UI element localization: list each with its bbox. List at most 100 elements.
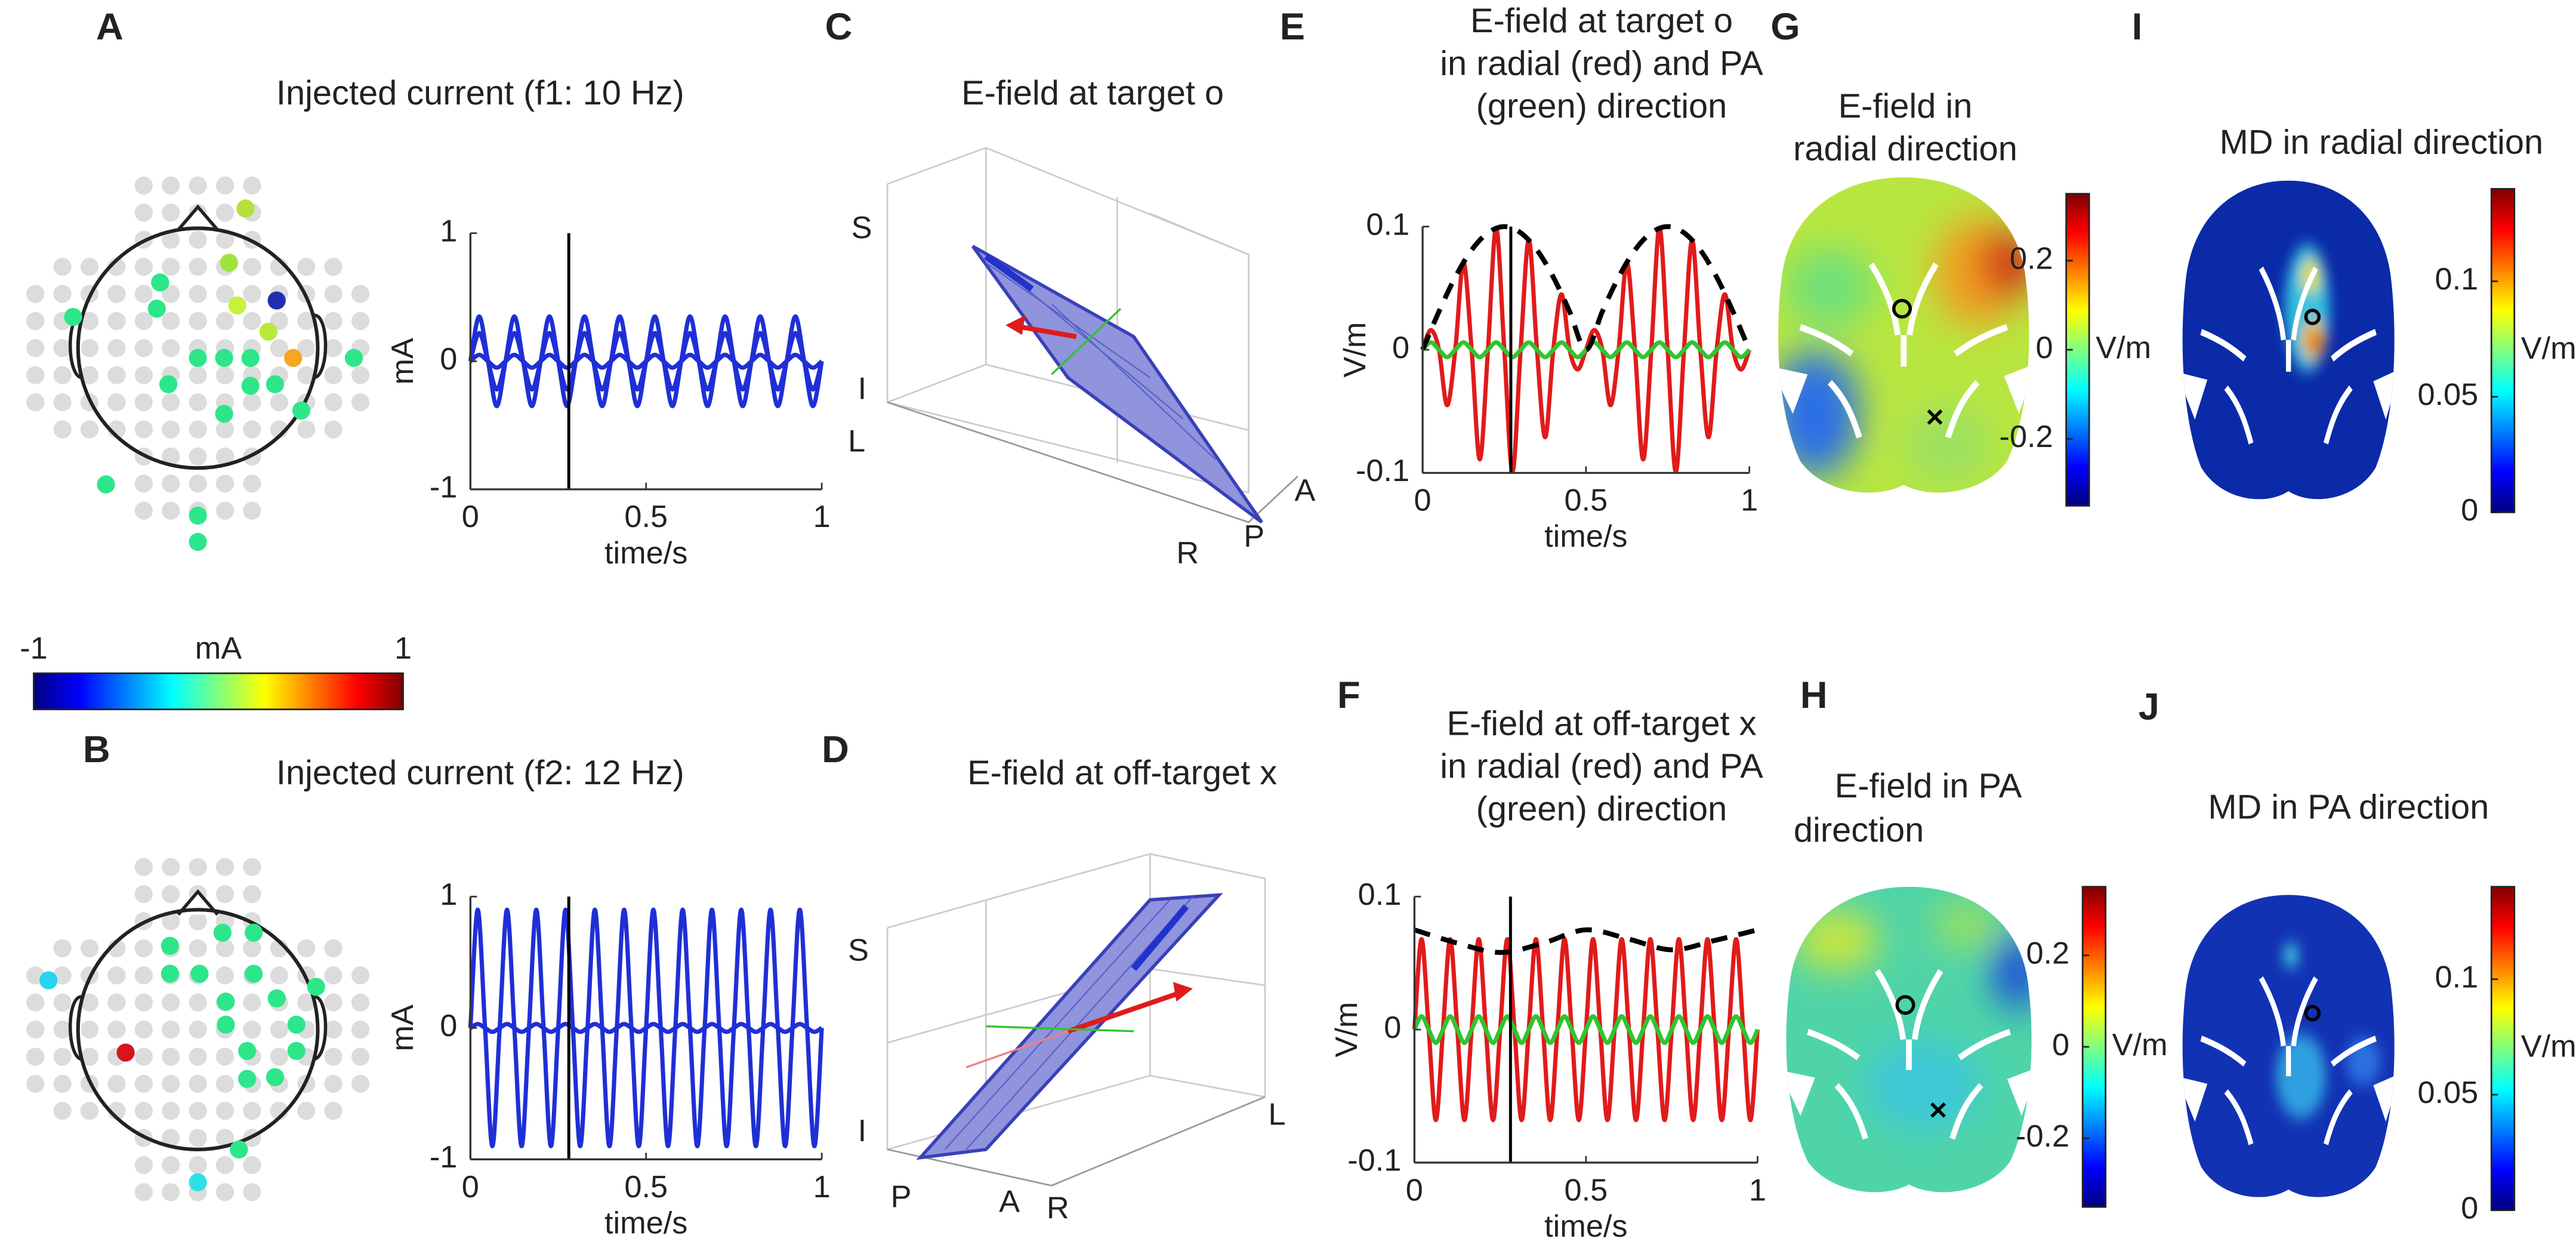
y-axis-label: V/m <box>1329 1002 1364 1058</box>
electrode <box>266 375 285 393</box>
electrode <box>324 993 343 1012</box>
electrode <box>162 230 180 249</box>
electrode <box>159 375 178 393</box>
electrode <box>64 307 82 326</box>
electrode <box>215 501 235 520</box>
electrode <box>53 393 72 412</box>
electrode <box>162 912 180 930</box>
electrode <box>189 474 207 493</box>
electrode <box>297 939 316 958</box>
electrode <box>243 420 261 439</box>
colorbar-unit: V/m <box>2521 1030 2576 1064</box>
electrode <box>215 176 235 195</box>
electrode <box>107 339 126 358</box>
electrode <box>243 257 261 276</box>
chart-title: in radial (red) and PA <box>1440 747 1763 785</box>
axis-label: R <box>1176 536 1199 571</box>
chart-title: in radial (red) and PA <box>1440 44 1763 82</box>
electrode <box>134 312 153 331</box>
axis-label: L <box>848 424 865 459</box>
electrode <box>189 349 207 367</box>
electrode <box>241 377 260 395</box>
panel-labels: A B C D E F G H I J <box>83 6 2159 771</box>
electrode <box>26 1020 45 1039</box>
electrode <box>189 176 207 195</box>
axis-label: S <box>848 933 869 968</box>
x-axis-label: time/s <box>604 536 687 571</box>
electrode <box>116 1043 135 1062</box>
electrode <box>189 1155 207 1175</box>
electrode <box>162 257 180 276</box>
head-plot <box>26 858 370 1201</box>
electrode <box>161 964 179 983</box>
electrode <box>162 1020 180 1039</box>
electrode <box>80 1020 99 1039</box>
x-axis-label: time/s <box>1544 519 1627 554</box>
x-tick-label: 0 <box>462 1170 479 1204</box>
electrode <box>162 885 180 904</box>
colorbar-tick-label: 0 <box>2036 331 2053 365</box>
vector-3d-plot: S I L A P R <box>848 147 1316 571</box>
panel-label: A <box>96 6 124 48</box>
panel-label: E <box>1280 6 1305 48</box>
electrode <box>215 420 235 439</box>
electrode <box>297 420 316 439</box>
electrode <box>80 1047 99 1066</box>
y-tick-label: -1 <box>430 1140 457 1175</box>
electrode <box>189 366 207 384</box>
electrode <box>162 420 180 439</box>
target-markers <box>1892 298 2321 1118</box>
electrode <box>162 204 180 222</box>
electrode <box>238 1070 257 1088</box>
electrode <box>134 1183 153 1201</box>
electrode <box>189 1074 207 1093</box>
series-line <box>1420 224 1752 353</box>
electrode <box>80 993 99 1012</box>
electrode <box>162 393 180 412</box>
electrode <box>215 447 235 466</box>
electrode <box>107 966 126 985</box>
electrode <box>297 312 316 331</box>
electrode <box>324 939 343 958</box>
electrode <box>189 993 207 1012</box>
electrode <box>215 1129 235 1147</box>
electrode <box>351 1047 370 1066</box>
electrode <box>243 1183 261 1201</box>
y-axis-label: V/m <box>1338 322 1372 378</box>
series-line <box>469 1022 823 1034</box>
y-tick-label: -0.1 <box>1347 1144 1401 1178</box>
electrode <box>134 393 153 412</box>
electrode <box>134 1074 153 1093</box>
electrode <box>243 858 261 876</box>
axis-label: R <box>1047 1191 1069 1226</box>
electrode <box>215 885 235 904</box>
electrode <box>228 296 246 315</box>
panel-title: direction <box>1794 811 1924 849</box>
electrode <box>351 966 370 985</box>
series-line <box>469 352 823 370</box>
x-tick-label: 1 <box>1741 483 1758 518</box>
electrode <box>215 1047 235 1066</box>
electrode <box>189 1102 207 1120</box>
electrode <box>107 312 126 331</box>
electrode <box>39 971 58 990</box>
x-axis-label: time/s <box>604 1206 687 1240</box>
electrode <box>26 993 45 1012</box>
colorbar-tick-label: 0 <box>2461 1191 2478 1226</box>
colorbar-tick-label: -0.2 <box>2000 420 2053 454</box>
electrode <box>267 291 286 310</box>
electrode <box>230 1140 248 1159</box>
colorbar-tick-label: 0.05 <box>2417 1076 2478 1110</box>
electrode <box>134 366 153 384</box>
electrode <box>324 393 343 412</box>
electrode <box>107 1020 126 1039</box>
electrode <box>351 1020 370 1039</box>
panel-label: D <box>822 729 849 771</box>
electrode <box>53 1102 72 1120</box>
electrode <box>134 966 153 985</box>
x-tick-label: 0.5 <box>624 1170 668 1204</box>
electrode <box>213 923 232 942</box>
axis-label: P <box>891 1179 912 1214</box>
colorbar-unit: mA <box>195 631 242 665</box>
electrode <box>241 349 260 367</box>
